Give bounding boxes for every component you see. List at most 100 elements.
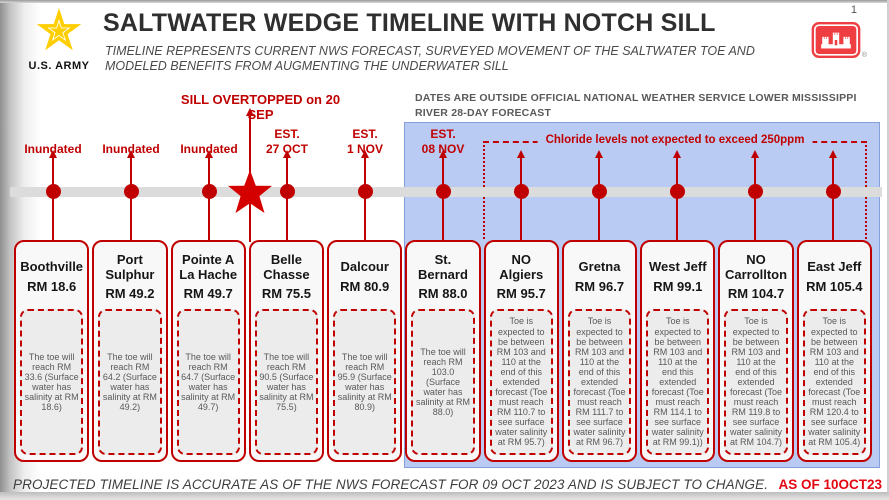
location-river-mile: RM 95.7: [496, 286, 546, 302]
location-card-title: Port Sulphur RM 49.2: [98, 246, 161, 309]
marker-arrowhead-icon: [594, 150, 603, 158]
marker-dot: [513, 184, 529, 199]
sill-arrowhead-icon: [245, 108, 254, 116]
marker-line: [832, 157, 834, 242]
marker-line: [208, 157, 210, 242]
marker-line: [130, 157, 132, 242]
slide-right-edge: [887, 0, 889, 500]
location-name: East Jeff: [807, 259, 862, 275]
marker-dot: [123, 184, 139, 199]
location-note: Toe is expected to be between RM 103 and…: [724, 309, 788, 455]
marker-dot: [591, 184, 607, 199]
chloride-note-label: Chloride levels not expected to exceed 2…: [537, 134, 813, 146]
marker-label: Inundated: [180, 141, 238, 156]
usace-castle-icon: [811, 22, 861, 58]
army-logo-label: U.S. ARMY: [28, 60, 90, 72]
location-card: St. Bernard RM 88.0 The toe will reach R…: [405, 240, 481, 462]
location-note: The toe will reach RM 103.0 (Surface wat…: [411, 309, 475, 455]
marker-arrowhead-icon: [516, 150, 525, 158]
marker-line: [286, 157, 288, 242]
page-subtitle-line2: MODELED BENEFITS FROM AUGMENTING THE UND…: [105, 59, 509, 74]
location-note: The toe will reach RM 95.9 (Surface wate…: [333, 309, 397, 455]
marker-dot: [45, 184, 61, 199]
marker-arrowhead-icon: [282, 150, 291, 158]
marker-arrowhead-icon: [48, 150, 57, 158]
location-river-mile: RM 99.1: [653, 278, 703, 294]
timeline-marker-layer: Inundated Inundated Inundated EST. 27 OC…: [14, 108, 872, 242]
location-card-title: Boothville RM 18.6: [20, 246, 83, 309]
location-card-title: Dalcour RM 80.9: [333, 246, 396, 309]
marker-dot: [669, 184, 685, 199]
marker-dot: [825, 184, 841, 199]
location-note: Toe is expected to be between RM 103 and…: [567, 309, 632, 455]
sill-overtopped-label: SILL OVERTOPPED on 20 SEP: [180, 92, 341, 122]
marker-arrowhead-icon: [672, 150, 681, 158]
marker-line: [364, 157, 366, 242]
marker-arrowhead-icon: [126, 150, 135, 158]
location-card-title: West Jeff RM 99.1: [646, 246, 709, 309]
marker-line: [598, 157, 600, 242]
page-number: 1: [850, 4, 857, 16]
usace-registered-mark: ®: [861, 52, 867, 59]
location-note: Toe is expected to be between RM 103 and…: [489, 309, 553, 455]
us-army-logo: ★ ☆ U.S. ARMY: [20, 0, 98, 73]
location-river-mile: RM 18.6: [27, 278, 77, 294]
marker-line: [520, 157, 522, 242]
location-river-mile: RM 104.7: [727, 286, 785, 302]
marker-line: [442, 157, 444, 242]
marker-arrowhead-icon: [204, 150, 213, 158]
location-river-mile: RM 49.7: [183, 286, 233, 302]
location-name: Belle Chasse: [263, 251, 310, 282]
marker-arrowhead-icon: [828, 150, 837, 158]
marker-arrowhead-icon: [750, 150, 759, 158]
location-card: Belle Chasse RM 75.5 The toe will reach …: [248, 240, 325, 462]
location-river-mile: RM 49.2: [105, 286, 155, 302]
marker-label: Inundated: [24, 141, 82, 156]
marker-line: [52, 157, 54, 242]
slide-bottom-edge: [0, 492, 889, 500]
army-star-icon: ★ ☆: [33, 0, 85, 63]
location-card: Dalcour RM 80.9 The toe will reach RM 95…: [327, 240, 403, 462]
sill-star-icon: [228, 170, 272, 213]
marker-dot: [435, 184, 451, 199]
location-name: NO Algiers: [499, 251, 544, 282]
location-note: Toe is expected to be between RM 103 and…: [646, 309, 710, 455]
location-river-mile: RM 105.4: [806, 278, 863, 294]
location-card: West Jeff RM 99.1 Toe is expected to be …: [640, 240, 716, 462]
location-card-title: NO Carrollton RM 104.7: [724, 246, 787, 309]
location-card: NO Algiers RM 95.7 Toe is expected to be…: [483, 240, 559, 462]
location-note: The toe will reach RM 64.7 (Surface wate…: [176, 309, 240, 455]
location-card-title: Belle Chasse RM 75.5: [255, 246, 318, 309]
marker-line: [754, 157, 756, 242]
marker-label: Inundated: [102, 141, 160, 156]
page-subtitle-line1: TIMELINE REPRESENTS CURRENT NWS FORECAST…: [105, 44, 755, 58]
marker-dot: [279, 184, 295, 199]
location-river-mile: RM 88.0: [418, 286, 468, 302]
location-card: East Jeff RM 105.4 Toe is expected to be…: [796, 240, 872, 462]
location-card-title: East Jeff RM 105.4: [803, 246, 866, 309]
footer-disclaimer: PROJECTED TIMELINE IS ACCURATE AS OF THE…: [13, 477, 769, 492]
location-river-mile: RM 96.7: [574, 278, 625, 294]
footer-as-of-date: AS OF 10OCT23: [778, 477, 882, 492]
location-card: Pointe A La Hache RM 49.7 The toe will r…: [170, 240, 246, 462]
location-card: NO Carrollton RM 104.7 Toe is expected t…: [718, 240, 794, 462]
location-name: West Jeff: [648, 259, 707, 275]
location-card: Gretna RM 96.7 Toe is expected to be bet…: [561, 240, 638, 462]
location-cards-row: Boothville RM 18.6 The toe will reach RM…: [14, 240, 872, 462]
location-name: Gretna: [578, 259, 621, 275]
location-card: Port Sulphur RM 49.2 The toe will reach …: [92, 240, 168, 462]
location-card-title: NO Algiers RM 95.7: [490, 246, 553, 309]
marker-dot: [357, 184, 373, 199]
location-card-title: St. Bernard RM 88.0: [411, 246, 474, 309]
marker-dot: [747, 184, 763, 199]
location-river-mile: RM 80.9: [340, 278, 390, 294]
location-note: The toe will reach RM 64.2 (Surface wate…: [98, 309, 162, 455]
slide-top-edge: [0, 0, 889, 3]
page-subtitle: TIMELINE REPRESENTS CURRENT NWS FORECAST…: [105, 44, 755, 75]
location-card-title: Pointe A La Hache RM 49.7: [177, 246, 240, 309]
location-river-mile: RM 75.5: [261, 286, 311, 302]
marker-arrowhead-icon: [360, 150, 369, 158]
location-name: St. Bernard: [418, 251, 468, 282]
location-name: Pointe A La Hache: [179, 251, 238, 282]
